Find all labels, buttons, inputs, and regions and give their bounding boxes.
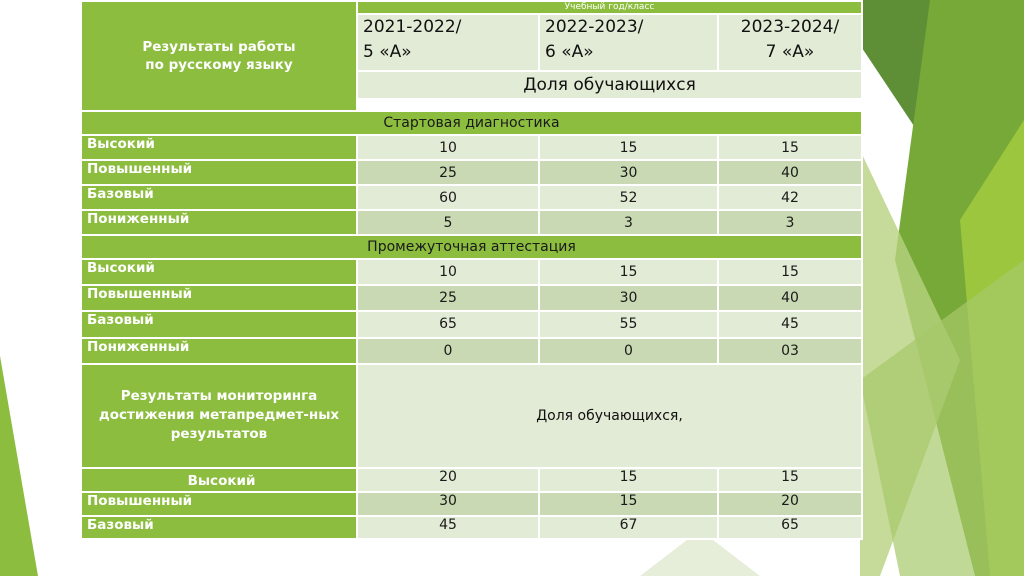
title-line-2: по русскому языку xyxy=(145,57,293,74)
year-2023-header: 2023-2024/7 «А» xyxy=(717,13,863,73)
year-2022-line2: 6 «А» xyxy=(545,42,594,63)
cell-2023: 20 xyxy=(717,490,863,517)
cell-2022: 30 xyxy=(538,284,719,313)
row-label: Повышенный xyxy=(80,490,358,517)
cell-2022: 30 xyxy=(538,159,719,187)
cell-2023: 15 xyxy=(717,134,863,162)
year-2022-line1: 2022-2023/ xyxy=(545,17,644,38)
cell-2022: 67 xyxy=(538,514,719,541)
cell-2023: 15 xyxy=(717,466,863,493)
year-2023-line2: 7 «А» xyxy=(765,42,815,63)
section-title-start: Стартовая диагностика xyxy=(80,110,863,137)
year-2021-header: 2021-2022/5 «А» xyxy=(356,13,540,73)
monitoring-line-3: результатов xyxy=(170,426,268,443)
cell-2022: 52 xyxy=(538,184,719,212)
row-label: Базовый xyxy=(80,514,358,541)
share-header: Доля обучающихся xyxy=(356,70,863,101)
table-row: Базовый 65 55 45 xyxy=(80,310,863,339)
bottom-faint-shape xyxy=(640,530,760,576)
cell-2023: 40 xyxy=(717,159,863,187)
table-row: Пониженный 5 3 3 xyxy=(80,209,863,237)
row-label: Пониженный xyxy=(80,209,358,237)
cell-2023: 40 xyxy=(717,284,863,313)
table-title: Результаты работы по русскому языку xyxy=(80,0,358,113)
row-label: Повышенный xyxy=(80,284,358,313)
table-row: Высокий 10 15 15 xyxy=(80,258,863,287)
cell-2022: 55 xyxy=(538,310,719,339)
monitoring-title: Результаты мониторинга достижения метапр… xyxy=(80,362,358,469)
cell-2021: 65 xyxy=(356,310,540,339)
cell-2023: 42 xyxy=(717,184,863,212)
table-row: Повышенный 25 30 40 xyxy=(80,159,863,187)
cell-2023: 03 xyxy=(717,336,863,365)
cell-2021: 25 xyxy=(356,284,540,313)
row-label: Повышенный xyxy=(80,159,358,187)
cell-2022: 15 xyxy=(538,466,719,493)
row-label: Пониженный xyxy=(80,336,358,365)
cell-2021: 10 xyxy=(356,258,540,287)
cell-2023: 3 xyxy=(717,209,863,237)
cell-2022: 3 xyxy=(538,209,719,237)
table-row: Пониженный 0 0 03 xyxy=(80,336,863,365)
row-label: Высокий xyxy=(80,258,358,287)
cell-2022: 15 xyxy=(538,134,719,162)
year-2022-header: 2022-2023/6 «А» xyxy=(538,13,719,73)
row-label: Высокий xyxy=(80,134,358,162)
cell-2021: 10 xyxy=(356,134,540,162)
year-2023-line1: 2023-2024/ xyxy=(740,17,840,38)
monitoring-line-1: Результаты мониторинга xyxy=(120,388,318,405)
cell-2021: 0 xyxy=(356,336,540,365)
cell-2023: 15 xyxy=(717,258,863,287)
cell-2021: 30 xyxy=(356,490,540,517)
cell-2022: 15 xyxy=(538,258,719,287)
year-2021-line1: 2021-2022/ xyxy=(363,17,462,38)
title-line-1: Результаты работы xyxy=(142,39,296,56)
cell-2021: 20 xyxy=(356,466,540,493)
cell-2022: 15 xyxy=(538,490,719,517)
right-bottom-shape xyxy=(860,260,1024,576)
table-row: Базовый 45 67 65 xyxy=(80,514,863,541)
table-row: Высокий 10 15 15 xyxy=(80,134,863,162)
monitoring-line-2: достижения метапредмет-ных xyxy=(98,407,340,424)
row-label: Базовый xyxy=(80,310,358,339)
year-caption: Учебный год/класс xyxy=(356,0,863,16)
cell-2022: 0 xyxy=(538,336,719,365)
table-row: Повышенный 25 30 40 xyxy=(80,284,863,313)
cell-2023: 65 xyxy=(717,514,863,541)
cell-2021: 45 xyxy=(356,514,540,541)
cell-2021: 25 xyxy=(356,159,540,187)
cell-2021: 5 xyxy=(356,209,540,237)
row-label: Высокий xyxy=(80,466,358,493)
year-2021-line2: 5 «А» xyxy=(363,42,412,63)
monitoring-share: Доля обучающихся, xyxy=(356,362,863,469)
left-green-triangle xyxy=(0,356,38,576)
header-spacer xyxy=(356,98,863,113)
cell-2023: 45 xyxy=(717,310,863,339)
table-row: Повышенный 30 15 20 xyxy=(80,490,863,517)
row-label: Базовый xyxy=(80,184,358,212)
table-row: Высокий 20 15 15 xyxy=(80,466,863,493)
section-title-interim: Промежуточная аттестация xyxy=(80,234,863,261)
cell-2021: 60 xyxy=(356,184,540,212)
results-table: Результаты работы по русскому языку Учеб… xyxy=(80,0,863,541)
table-row: Базовый 60 52 42 xyxy=(80,184,863,212)
